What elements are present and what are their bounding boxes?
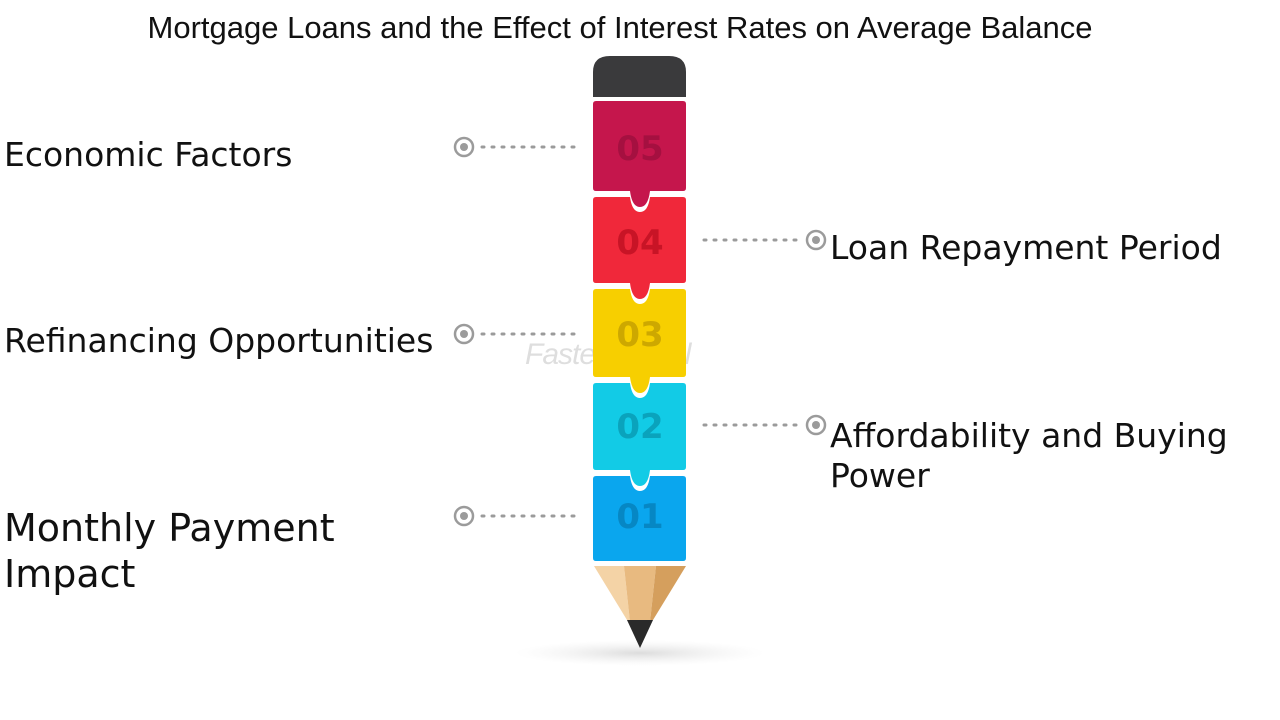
- step-label-affordability-buying-power: Affordability and Buying Power: [830, 416, 1228, 496]
- puzzle-segment-01: 01: [593, 476, 686, 561]
- connector-step-05: [453, 136, 580, 158]
- connector-step-01: [453, 505, 580, 527]
- pencil-graphic: 05 04 03 02 01: [515, 56, 765, 666]
- step-number-02: 02: [616, 407, 663, 447]
- puzzle-segment-04: 04: [593, 197, 686, 299]
- step-number-01: 01: [616, 497, 663, 537]
- pencil-shadow: [515, 640, 765, 666]
- step-number-05: 05: [616, 129, 663, 169]
- diagram-title: Mortgage Loans and the Effect of Interes…: [147, 10, 1093, 45]
- pencil-wood-tip: [594, 566, 686, 622]
- step-number-04: 04: [616, 223, 663, 263]
- puzzle-segment-05: 05: [593, 101, 686, 207]
- step-label-refinancing-opportunities: Refinancing Opportunities: [4, 321, 434, 360]
- step-label-economic-factors: Economic Factors: [4, 135, 293, 174]
- step-number-03: 03: [616, 315, 663, 355]
- puzzle-segment-02: 02: [593, 383, 686, 486]
- pencil-eraser: [593, 56, 686, 97]
- pencil-lead: [627, 620, 653, 648]
- step-label-monthly-payment-impact: Monthly Payment Impact: [4, 506, 335, 597]
- step-label-loan-repayment-period: Loan Repayment Period: [830, 228, 1222, 267]
- connector-step-04: [702, 229, 827, 251]
- puzzle-segment-03: 03: [593, 289, 686, 393]
- connector-step-03: [453, 323, 580, 345]
- connector-step-02: [702, 414, 827, 436]
